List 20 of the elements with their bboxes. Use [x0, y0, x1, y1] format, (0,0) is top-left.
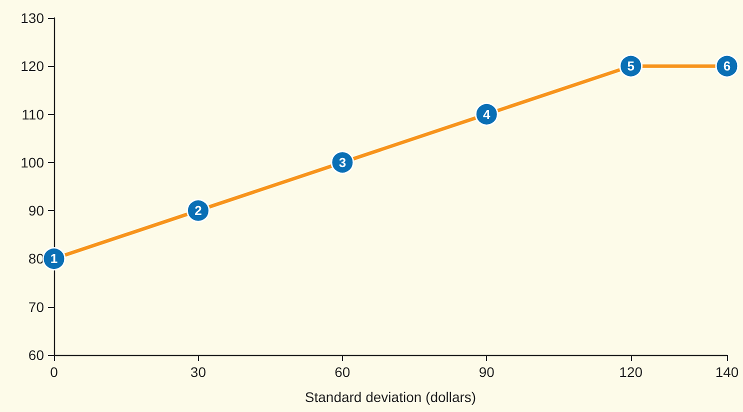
annotation: 5	[627, 58, 634, 74]
y-tick-label: 120	[20, 58, 44, 74]
x-tick-label: 30	[190, 364, 206, 380]
y-tick-label: 100	[20, 154, 44, 170]
y-tick-label: 70	[28, 298, 44, 315]
annotation: 6	[723, 58, 731, 74]
y-tick-label: 90	[28, 202, 44, 219]
x-tick-label: 60	[334, 364, 350, 380]
x-axis-title: Standard deviation (dollars)	[304, 389, 476, 405]
x-tick-label: 90	[478, 364, 495, 380]
y-tick-label: 60	[28, 347, 44, 363]
annotation: 1	[50, 251, 58, 266]
x-tick-label: 120	[619, 364, 643, 380]
x-tick-label: 140	[715, 364, 739, 380]
annotation: 4	[483, 106, 492, 122]
x-tick-label: 0	[50, 364, 58, 380]
y-tick-label: 110	[22, 106, 44, 122]
annotation: 2	[194, 203, 202, 218]
y-tick-label: 130	[20, 10, 44, 26]
annotation: 3	[338, 154, 346, 170]
